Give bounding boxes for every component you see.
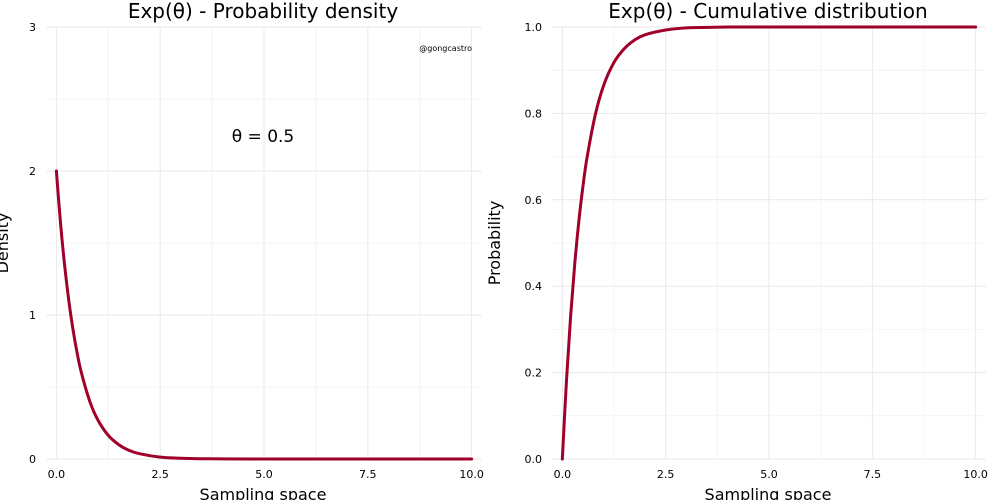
density-y-tick-label: 3 — [29, 21, 36, 34]
cdf-y-tick-label: 1.0 — [525, 21, 543, 34]
credit-label: @gongcastro — [419, 44, 472, 53]
density-y-axis-label: Density — [0, 213, 12, 274]
density-y-tick-label: 0 — [29, 453, 36, 466]
density-x-tick-label: 2.5 — [151, 468, 169, 481]
density-panel: Exp(θ) - Probability density θ = 0.5 @go… — [0, 0, 484, 500]
cdf-x-tick-label: 0.0 — [554, 468, 572, 481]
cdf-y-axis-label: Probability — [485, 201, 504, 286]
density-y-tick-label: 1 — [29, 309, 36, 322]
cdf-title: Exp(θ) - Cumulative distribution — [608, 0, 927, 23]
cdf-y-tick-label: 0.4 — [525, 280, 543, 293]
density-x-axis-label: Sampling space — [200, 485, 327, 500]
cdf-x-tick-label: 7.5 — [864, 468, 882, 481]
cdf-x-axis-label: Sampling space — [705, 485, 832, 500]
cdf-y-tick-label: 0.8 — [525, 107, 543, 120]
cdf-y-tick-label: 0.0 — [525, 453, 543, 466]
density-title: Exp(θ) - Probability density — [128, 0, 399, 23]
density-series-line — [54, 169, 474, 461]
cdf-series-line — [560, 25, 978, 461]
cdf-panel: Exp(θ) - Cumulative distribution Samplin… — [485, 0, 988, 500]
density-x-tick-label: 0.0 — [48, 468, 66, 481]
cdf-x-tick-label: 5.0 — [760, 468, 778, 481]
theta-annotation: θ = 0.5 — [232, 127, 295, 147]
density-x-tick-label: 5.0 — [255, 468, 273, 481]
cdf-y-tick-label: 0.2 — [525, 367, 543, 380]
cdf-y-tick-label: 0.6 — [525, 194, 543, 207]
cdf-x-tick-label: 2.5 — [657, 468, 675, 481]
density-x-tick-label: 10.0 — [459, 468, 484, 481]
density-y-tick-label: 2 — [29, 165, 36, 178]
cdf-x-tick-label: 10.0 — [963, 468, 988, 481]
density-x-tick-label: 7.5 — [359, 468, 377, 481]
